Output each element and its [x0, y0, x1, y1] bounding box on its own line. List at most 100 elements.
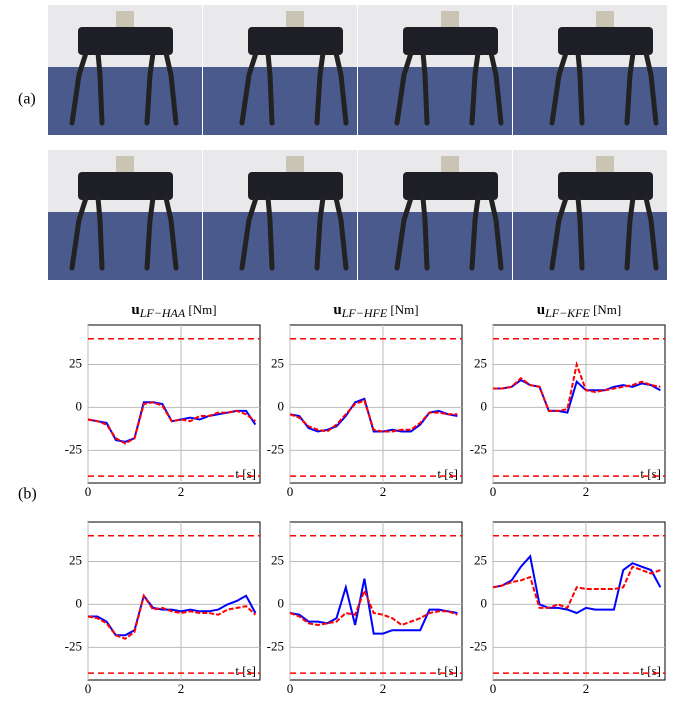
y-tick-label: -25 [65, 441, 82, 456]
robot-body [78, 27, 173, 55]
x-tick-label: 0 [85, 681, 92, 696]
series-line [289, 588, 458, 627]
robot-leg [549, 50, 569, 126]
subplot-title: uLF−KFE [Nm] [537, 302, 622, 320]
robot-leg [239, 195, 259, 271]
x-tick-label: 0 [287, 681, 294, 696]
subplot: uLF−HFE [Nm] -25 0 25 0 2 t [s] [267, 302, 463, 499]
robot-leg [144, 50, 156, 126]
series-line [87, 401, 256, 445]
robot-leg [488, 195, 504, 271]
x-axis-label: t [s] [437, 663, 458, 678]
robot-leg [643, 50, 659, 126]
robot-leg [95, 50, 105, 126]
robot-leg [265, 50, 275, 126]
robot-leg [333, 195, 349, 271]
title-unit: [Nm] [387, 302, 418, 317]
y-tick-label: 0 [278, 398, 285, 413]
robot-leg [163, 50, 179, 126]
y-tick-label: 0 [76, 398, 83, 413]
y-tick-label: 0 [481, 398, 488, 413]
series-line [289, 399, 458, 433]
plot-frame [492, 521, 666, 681]
robot-leg [239, 50, 259, 126]
robot-leg [265, 195, 275, 271]
title-unit: [Nm] [590, 302, 621, 317]
title-unit: [Nm] [185, 302, 216, 317]
robot-sensor [441, 11, 459, 27]
robot-leg [163, 195, 179, 271]
series-line [493, 378, 661, 414]
robot-leg [469, 195, 481, 271]
panel-label: (a) [18, 91, 36, 108]
y-tick-label: 25 [474, 355, 487, 370]
robot-leg [420, 50, 430, 126]
photo-carpet [513, 212, 667, 280]
series-line [87, 593, 257, 640]
title-symbol: u [537, 302, 545, 318]
series-line [289, 578, 458, 635]
x-tick-label: 2 [178, 681, 185, 696]
title-subscript: LF−HAA [139, 306, 186, 320]
x-axis-label: t [s] [235, 663, 256, 678]
robot-sensor [596, 156, 614, 172]
y-tick-label: 25 [271, 552, 284, 567]
x-tick-label: 2 [583, 484, 590, 499]
y-tick-label: 25 [69, 552, 82, 567]
x-tick-label: 2 [380, 681, 387, 696]
x-axis-label: t [s] [640, 466, 661, 481]
robot-leg [624, 195, 636, 271]
robot-sensor [441, 156, 459, 172]
robot-body [403, 27, 498, 55]
y-tick-label: 25 [271, 355, 284, 370]
y-tick-label: 25 [69, 355, 82, 370]
y-tick-label: 0 [76, 595, 83, 610]
x-axis-label: t [s] [437, 466, 458, 481]
robot-body [558, 172, 653, 200]
series-line [492, 565, 661, 610]
robot-leg [95, 195, 105, 271]
y-tick-label: -25 [267, 441, 284, 456]
y-tick-label: 0 [481, 595, 488, 610]
robot-sensor [116, 156, 134, 172]
x-tick-label: 0 [287, 484, 294, 499]
x-tick-label: 0 [490, 681, 497, 696]
plot-frame [492, 324, 666, 484]
subplot: -25 0 25 0 2 t [s] [267, 521, 463, 696]
robot-leg [314, 195, 326, 271]
robot-leg [575, 195, 585, 271]
robot-leg [575, 50, 585, 126]
robot-sensor [286, 11, 304, 27]
x-axis-label: t [s] [640, 663, 661, 678]
photo-grid [48, 5, 667, 280]
subplot-title: uLF−HFE [Nm] [333, 302, 418, 320]
series-line [88, 593, 257, 637]
subplot: uLF−HAA [Nm] -25 0 25 0 2 t [s] [65, 302, 261, 499]
robot-leg [643, 195, 659, 271]
robot-leg [69, 195, 89, 271]
robot-leg [420, 195, 430, 271]
robot-sensor [286, 156, 304, 172]
robot-leg [314, 50, 326, 126]
robot-leg [144, 195, 156, 271]
robot-leg [624, 50, 636, 126]
series-line [289, 397, 458, 433]
robot-body [558, 27, 653, 55]
robot-body [403, 172, 498, 200]
plot-frame [289, 324, 463, 484]
y-tick-label: 0 [278, 595, 285, 610]
subplot: -25 0 25 0 2 t [s] [470, 521, 666, 696]
plot-frame [87, 324, 261, 484]
robot-body [78, 172, 173, 200]
subplot-title: uLF−HAA [Nm] [131, 302, 216, 320]
subplot: uLF−KFE [Nm] -25 0 25 0 2 t [s] [470, 302, 666, 499]
robot-leg [69, 50, 89, 126]
y-tick-label: -25 [267, 638, 284, 653]
series-line [492, 554, 662, 615]
robot-leg [469, 50, 481, 126]
title-symbol: u [131, 302, 139, 318]
title-subscript: LF−HFE [341, 306, 388, 320]
x-tick-label: 0 [490, 484, 497, 499]
